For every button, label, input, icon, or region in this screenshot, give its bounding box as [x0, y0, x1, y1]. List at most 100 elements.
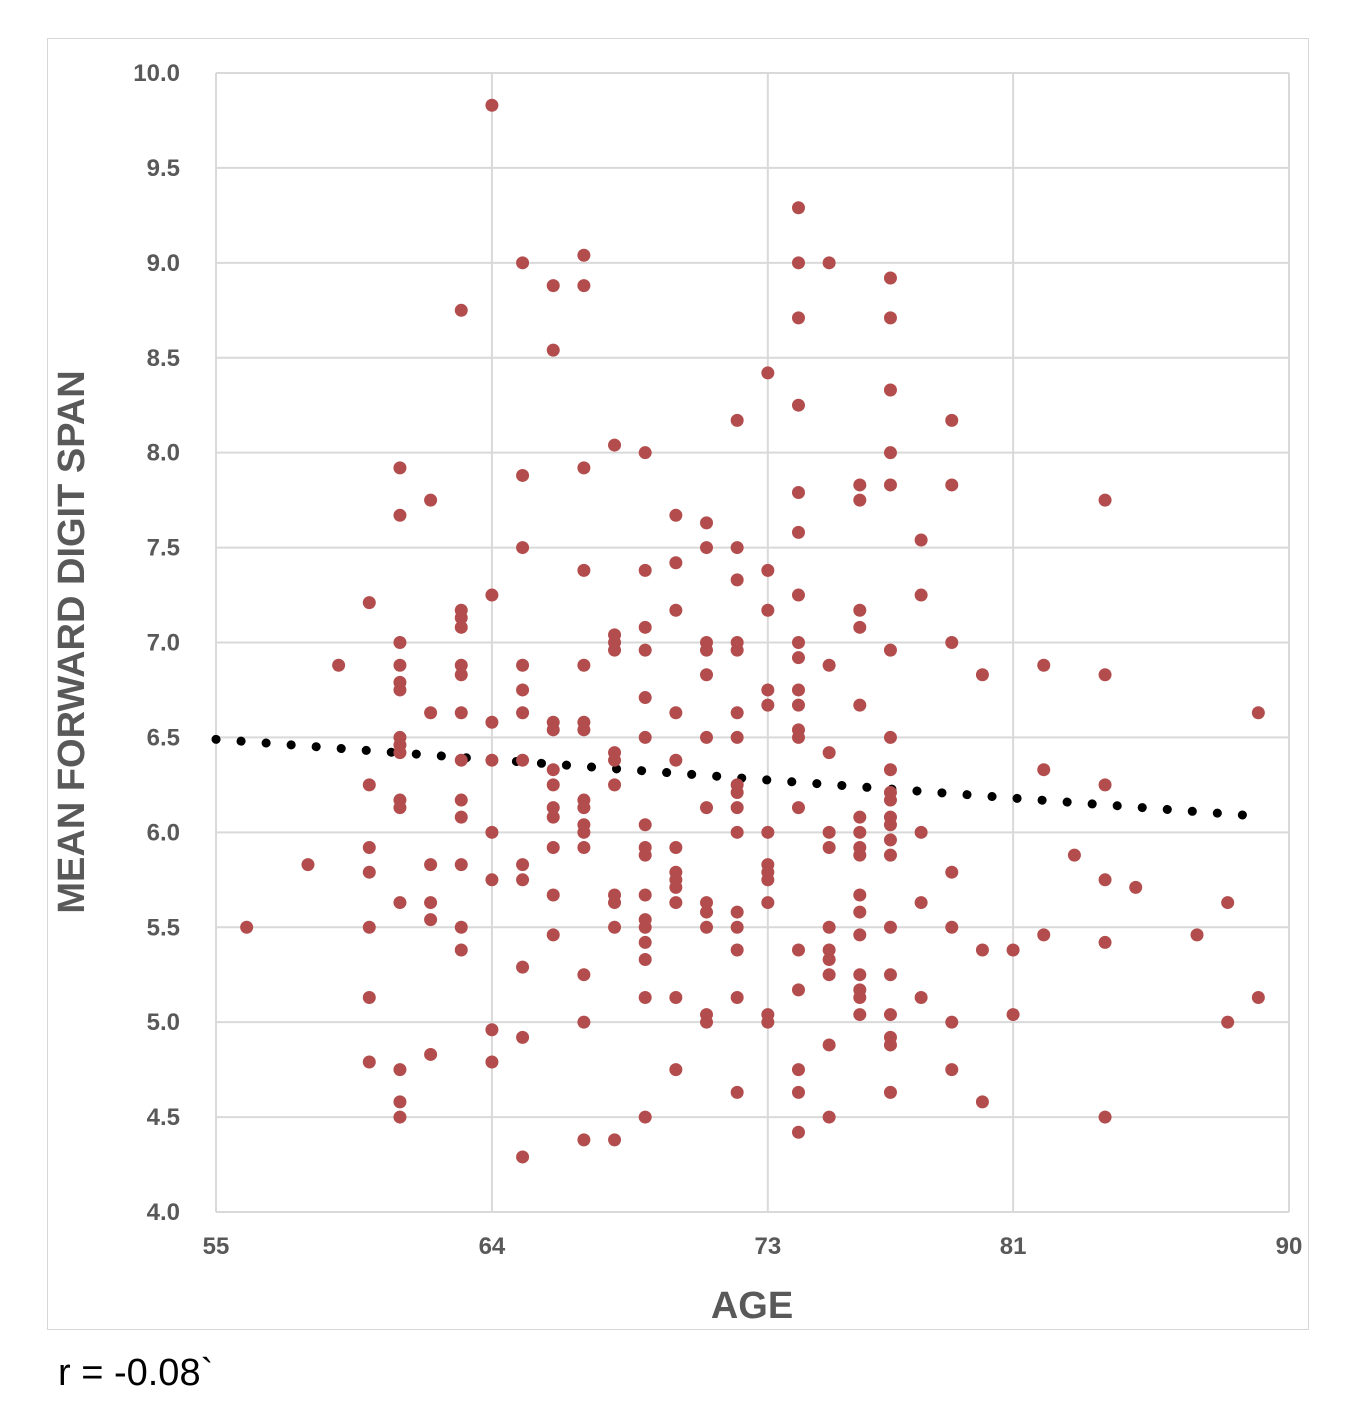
data-point	[577, 801, 591, 815]
data-point	[853, 848, 867, 862]
trendline-path	[211, 734, 1251, 820]
data-point	[853, 990, 867, 1004]
data-point	[546, 888, 560, 902]
data-point	[791, 486, 805, 500]
data-point	[516, 468, 530, 482]
data-point	[822, 920, 836, 934]
data-point	[608, 1133, 622, 1147]
data-point	[761, 698, 775, 712]
data-point	[822, 1110, 836, 1124]
data-point	[393, 636, 407, 649]
data-point	[1067, 848, 1081, 862]
data-point	[638, 730, 652, 744]
data-point	[424, 706, 438, 720]
data-point	[700, 668, 714, 682]
data-point	[638, 848, 652, 862]
data-point	[424, 1047, 438, 1061]
data-point	[883, 271, 897, 285]
data-point	[485, 715, 499, 729]
data-point	[516, 706, 530, 720]
data-point	[454, 668, 468, 682]
data-point	[546, 763, 560, 777]
data-point	[883, 383, 897, 397]
data-point	[730, 801, 744, 815]
data-point	[577, 248, 591, 262]
data-point	[485, 825, 499, 839]
data-point	[730, 573, 744, 587]
data-point	[730, 825, 744, 839]
data-point	[608, 896, 622, 910]
data-point	[546, 928, 560, 942]
data-point	[516, 658, 530, 672]
data-point	[791, 1063, 805, 1077]
data-point	[638, 818, 652, 832]
data-point	[638, 620, 652, 634]
data-point	[791, 256, 805, 270]
data-point	[516, 1030, 530, 1044]
data-point	[577, 279, 591, 293]
data-point	[577, 1015, 591, 1029]
data-point	[424, 493, 438, 507]
data-point	[822, 1038, 836, 1052]
data-point	[516, 683, 530, 697]
data-point	[393, 1063, 407, 1077]
x-tick-label: 64	[479, 1233, 506, 1260]
data-point	[608, 438, 622, 452]
data-point	[638, 935, 652, 949]
data-point	[454, 810, 468, 824]
data-point	[761, 366, 775, 380]
data-point	[914, 533, 928, 547]
data-point	[945, 636, 959, 649]
data-point	[761, 873, 775, 887]
y-tick-label: 6.5	[147, 724, 180, 751]
data-point	[669, 841, 683, 855]
y-tick-label: 4.5	[147, 1104, 180, 1131]
data-point	[730, 943, 744, 957]
x-tick-label: 90	[1276, 1233, 1303, 1260]
data-point	[393, 658, 407, 672]
data-point	[791, 698, 805, 712]
data-point	[883, 848, 897, 862]
data-point	[730, 905, 744, 919]
y-tick-label: 9.5	[147, 155, 180, 182]
data-point	[362, 778, 376, 792]
data-point	[700, 1015, 714, 1029]
data-point	[883, 643, 897, 657]
data-point	[362, 1055, 376, 1069]
data-point	[791, 588, 805, 602]
data-point	[669, 753, 683, 767]
data-point	[1098, 873, 1112, 887]
data-point	[362, 841, 376, 855]
data-point	[883, 763, 897, 777]
data-point	[730, 990, 744, 1004]
data-point	[700, 920, 714, 934]
data-point	[638, 953, 652, 967]
data-point	[822, 658, 836, 672]
data-point	[791, 943, 805, 957]
data-point	[914, 588, 928, 602]
data-point	[761, 603, 775, 617]
correlation-annotation: r = -0.08`	[58, 1352, 214, 1394]
data-point	[791, 201, 805, 215]
data-point	[546, 778, 560, 792]
data-point	[516, 256, 530, 270]
data-point	[791, 636, 805, 649]
data-point	[791, 525, 805, 539]
data-point	[730, 643, 744, 657]
data-point	[1190, 928, 1204, 942]
data-point	[485, 588, 499, 602]
data-point	[577, 563, 591, 577]
x-tick-label: 55	[203, 1233, 230, 1260]
data-point	[424, 896, 438, 910]
data-point	[393, 896, 407, 910]
data-point	[393, 746, 407, 760]
y-tick-label: 10.0	[133, 60, 180, 87]
data-point	[945, 1015, 959, 1029]
data-point	[791, 311, 805, 325]
y-tick-label: 7.5	[147, 535, 180, 562]
data-point	[608, 643, 622, 657]
data-point	[945, 920, 959, 934]
data-point	[546, 723, 560, 737]
data-point	[700, 516, 714, 530]
data-point	[485, 98, 499, 112]
